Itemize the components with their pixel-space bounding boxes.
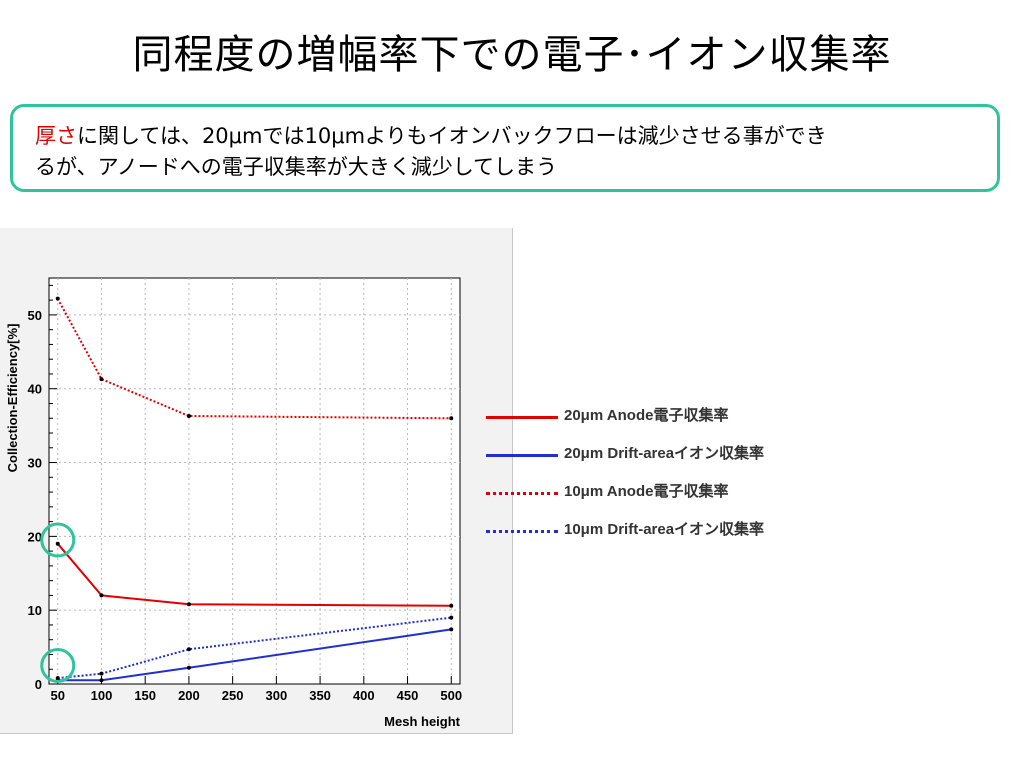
- note-text-line1: に関しては、20μmでは10μmよりもイオンバックフローは減少させる事ができ: [77, 124, 827, 148]
- legend-label: 20μm Anode電子収集率: [564, 407, 729, 424]
- x-tick-label: 450: [397, 688, 419, 703]
- data-point: [99, 671, 104, 676]
- x-tick-label: 150: [134, 688, 156, 703]
- data-point: [99, 678, 104, 683]
- legend-swatch: [486, 454, 558, 457]
- x-tick-label: 300: [266, 688, 288, 703]
- x-tick-label: 250: [222, 688, 244, 703]
- slide-title: 同程度の増幅率下での電子･イオン収集率: [132, 32, 892, 78]
- highlight-circle: [40, 648, 76, 684]
- data-point: [186, 647, 191, 652]
- legend-swatch: [486, 530, 558, 533]
- x-tick-label: 200: [178, 688, 200, 703]
- legend-swatch: [486, 416, 558, 419]
- x-tick-label: 400: [353, 688, 375, 703]
- series-line-2: [56, 298, 452, 420]
- note-text-line2: るが、アノードへの電子収集率が大きく減少してしまう: [35, 155, 558, 179]
- annotation-layer: [40, 522, 76, 684]
- x-tick-label: 500: [440, 688, 462, 703]
- axis-ticks: 50 100 150 200 250 300 350 400 450 500 0 10 20 30 40 50: [28, 284, 462, 703]
- legend-label: 10μm Drift-areaイオン収集率: [564, 521, 765, 538]
- data-point: [449, 615, 454, 620]
- y-tick-label: 30: [28, 456, 42, 471]
- data-point: [449, 627, 454, 632]
- series-line-3: [57, 616, 452, 680]
- data-point: [186, 602, 191, 607]
- note-emphasis: 厚さ: [35, 124, 77, 148]
- data-point: [186, 414, 191, 419]
- data-point: [55, 676, 60, 681]
- highlight-circle: [40, 522, 76, 558]
- y-tick-label: 0: [35, 677, 42, 692]
- data-point: [449, 603, 454, 608]
- series-line-0: [56, 543, 452, 607]
- x-tick-label: 100: [91, 688, 113, 703]
- data-point: [55, 296, 60, 301]
- series-line-1: [57, 628, 452, 682]
- y-tick-label: 20: [28, 529, 42, 544]
- grid-lines: [49, 278, 460, 684]
- x-tick-label: 350: [309, 688, 331, 703]
- x-tick-label: 50: [51, 688, 65, 703]
- note-box: 厚さに関しては、20μmでは10μmよりもイオンバックフローは減少させる事ができ…: [10, 104, 1000, 192]
- data-point: [449, 416, 454, 421]
- collection-efficiency-chart: 50 100 150 200 250 300 350 400 450 50001020304050…: [5, 277, 462, 729]
- x-axis-title: Mesh height: [384, 714, 461, 729]
- data-point: [99, 377, 104, 382]
- plot-frame: [48, 277, 461, 685]
- y-tick-label: 40: [28, 382, 42, 397]
- legend-label: 20μm Drift-areaイオン収集率: [564, 445, 765, 462]
- y-tick-label: 50: [28, 308, 42, 323]
- y-tick-label: 10: [28, 603, 42, 618]
- legend-label: 10μm Anode電子収集率: [564, 483, 729, 500]
- data-point: [55, 541, 60, 546]
- series-layer: [55, 296, 454, 683]
- legend-swatch: [486, 492, 558, 495]
- data-point: [186, 665, 191, 670]
- y-axis-title: Collection-Efficiency[%]: [5, 324, 20, 473]
- chart-panel: 50 100 150 200 250 300 350 400 450 500 0 10 20 30 40 50…: [0, 228, 513, 734]
- data-point: [99, 593, 104, 598]
